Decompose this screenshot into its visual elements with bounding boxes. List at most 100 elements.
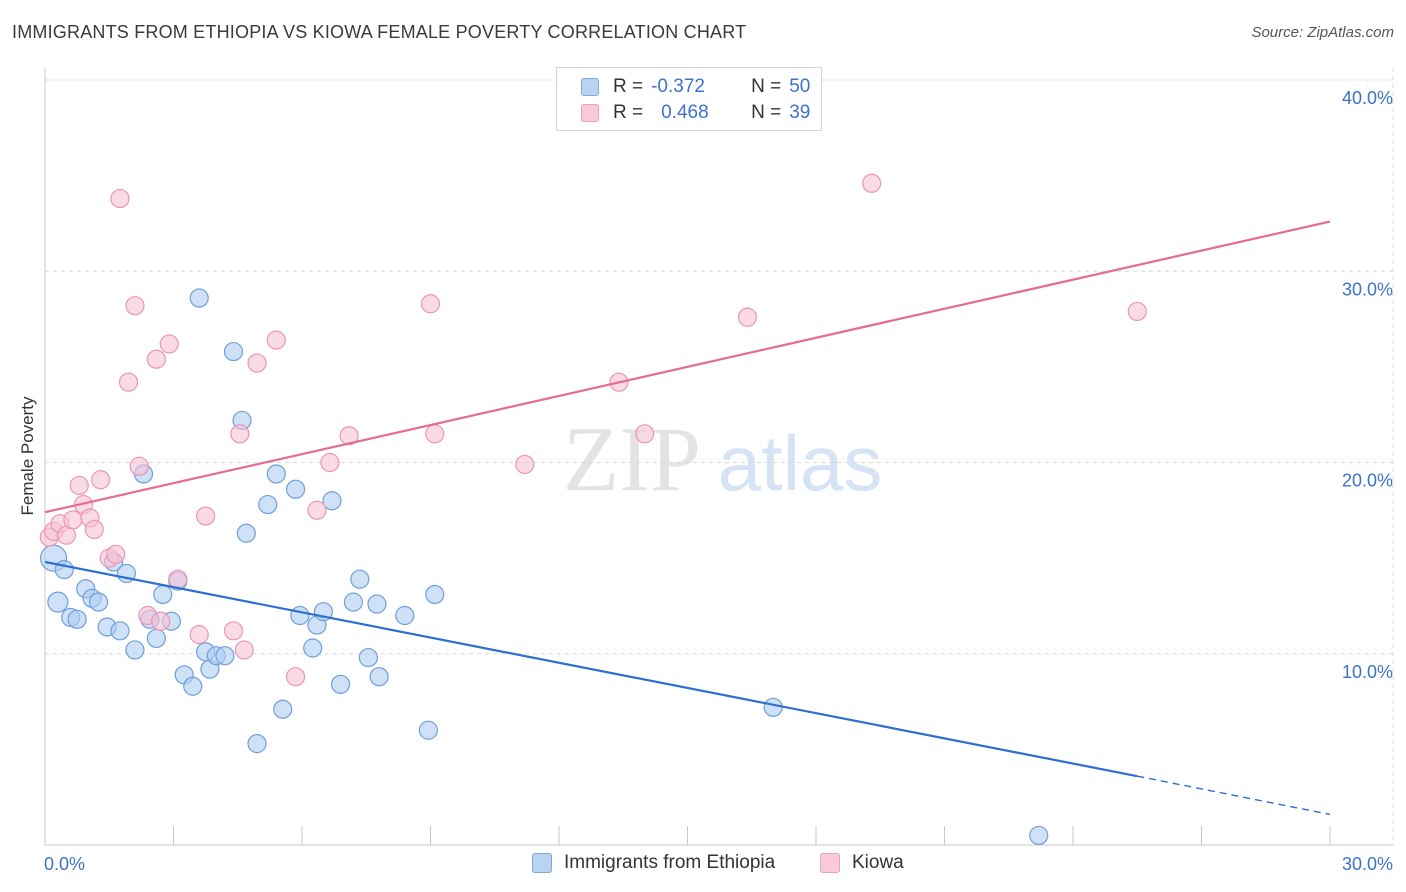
y-tick-label: 10.0% (1342, 662, 1393, 682)
data-point (247, 353, 267, 373)
data-point (67, 609, 87, 629)
data-point (159, 334, 179, 354)
data-point (1029, 825, 1049, 846)
data-point (106, 544, 126, 564)
y-tick-label: 40.0% (1342, 88, 1393, 108)
data-point (369, 667, 389, 687)
data-point (1127, 301, 1147, 322)
trend-line-ethiopia-extension (1137, 775, 1331, 816)
data-point (285, 479, 306, 499)
y-tick-label: 20.0% (1342, 471, 1393, 491)
data-point (322, 491, 342, 511)
data-point (425, 584, 445, 605)
data-point (189, 625, 209, 645)
chart-title: IMMIGRANTS FROM ETHIOPIA VS KIOWA FEMALE… (12, 22, 747, 42)
data-point (91, 470, 111, 490)
data-point (350, 569, 370, 589)
trend-lines (44, 220, 1331, 816)
data-point (146, 628, 166, 649)
data-point (47, 591, 69, 613)
data-point (343, 592, 363, 612)
legend-swatch-pink (820, 853, 840, 873)
data-point (118, 372, 139, 392)
watermark-zip: ZIP (563, 408, 701, 510)
axes (44, 68, 1393, 846)
data-point (183, 676, 203, 696)
trend-line-ethiopia (44, 560, 1138, 778)
data-point (425, 424, 445, 444)
data-point (635, 424, 655, 444)
data-point (358, 647, 378, 668)
legend-item-ethiopia: Immigrants from Ethiopia (532, 852, 775, 874)
data-point (125, 640, 145, 660)
data-point (223, 341, 244, 362)
data-point (189, 288, 209, 308)
data-point (88, 592, 109, 612)
data-point (125, 296, 145, 316)
data-point (320, 452, 340, 473)
legend-r-label: R = (613, 76, 644, 97)
data-point (168, 569, 188, 589)
data-point (420, 294, 441, 314)
data-point (247, 734, 267, 754)
data-point (307, 500, 327, 520)
data-point (515, 454, 535, 475)
legend-row-kiowa: R = 0.468 N = 39 (581, 101, 810, 125)
y-tick-label: 30.0% (1342, 279, 1393, 299)
legend-r-value: -0.372 (651, 76, 705, 97)
legend-n-value: 50 (789, 76, 811, 97)
data-point (234, 640, 254, 660)
data-point (146, 349, 166, 369)
legend-label-ethiopia: Immigrants from Ethiopia (564, 852, 776, 873)
trend-line-kiowa (44, 220, 1331, 514)
data-point (69, 475, 89, 496)
chart-source: Source: ZipAtlas.com (1251, 24, 1394, 41)
data-point (63, 510, 83, 530)
watermark: ZIP atlas (563, 408, 882, 510)
x-tick-label: 0.0% (44, 854, 85, 874)
data-point (129, 456, 149, 476)
data-point (737, 307, 758, 327)
data-point (258, 494, 278, 515)
data-point (330, 674, 351, 694)
data-point (215, 646, 235, 666)
legend-label-kiowa: Kiowa (852, 852, 904, 873)
data-point (339, 426, 359, 446)
data-point (862, 173, 882, 193)
data-point (303, 638, 323, 658)
data-point (84, 519, 104, 540)
data-point (196, 506, 216, 526)
legend-row-ethiopia: R = -0.372 N = 50 (581, 75, 810, 99)
data-point (763, 697, 783, 717)
correlation-legend: R = -0.372 N = 50 R = 0.468 N = 39 (556, 67, 822, 131)
legend-r-value: 0.468 (661, 102, 709, 123)
tick-labels: 10.0% 20.0% 30.0% 40.0% 0.0% 30.0% (44, 88, 1393, 874)
series-immigrants-from-ethiopia (39, 288, 1049, 846)
x-tick-label: 30.0% (1342, 854, 1393, 874)
data-point (266, 464, 286, 484)
data-point (153, 584, 173, 605)
legend-n-label: N = (751, 76, 782, 97)
legend-swatch-pink (581, 104, 599, 122)
data-point (266, 330, 286, 350)
data-point (151, 611, 171, 631)
data-point (418, 720, 438, 740)
legend-n-label: N = (751, 102, 782, 123)
data-point (236, 523, 256, 543)
data-point (230, 424, 250, 444)
data-point (110, 188, 130, 209)
data-point (367, 594, 387, 614)
legend-item-kiowa: Kiowa (820, 852, 904, 874)
data-point (290, 605, 310, 626)
legend-r-label: R = (613, 102, 644, 123)
data-point (54, 559, 74, 580)
legend-swatch-blue (581, 78, 599, 96)
data-point (273, 699, 293, 719)
legend-n-value: 39 (789, 102, 811, 123)
legend-swatch-blue (532, 853, 552, 873)
data-point (223, 621, 244, 641)
data-point (110, 621, 130, 641)
data-point (395, 605, 415, 626)
series-kiowa (39, 173, 1147, 687)
